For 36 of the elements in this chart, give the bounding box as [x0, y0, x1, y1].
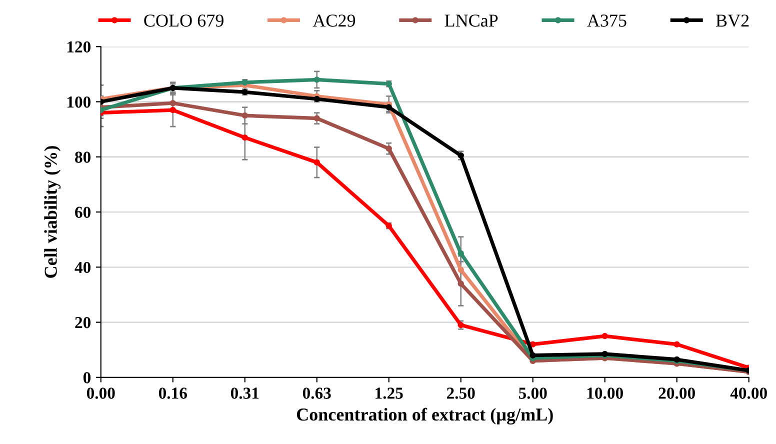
legend-label: BV2: [716, 14, 749, 27]
y-tick-label: 120: [67, 41, 91, 53]
x-tick-label: 0.16: [158, 388, 187, 399]
legend-label: COLO 679: [144, 14, 224, 27]
point: [314, 159, 320, 166]
point: [530, 352, 536, 358]
point: [314, 76, 320, 83]
x-tick-label: 2.50: [446, 388, 475, 399]
y-tick-label: 40: [74, 262, 91, 274]
y-axis-title: Cell viability (%): [44, 146, 61, 278]
x-tick-label: 0.63: [302, 388, 331, 399]
x-axis-title: Concentration of extract (µg/mL): [296, 408, 553, 424]
point: [314, 115, 320, 122]
y-tick-label: 100: [67, 96, 91, 108]
point: [170, 100, 176, 106]
y-tick-label: 20: [75, 316, 91, 328]
x-tick-label: 40.00: [730, 388, 767, 399]
x-tick-label: 0.00: [86, 388, 115, 399]
legend-label: A375: [587, 14, 626, 27]
legend-label: LNCaP: [444, 14, 498, 27]
y-tick-label: 60: [75, 206, 91, 218]
point: [242, 79, 248, 86]
point: [242, 134, 248, 141]
legend-label: AC29: [312, 14, 356, 27]
y-tick-label: 0: [83, 372, 91, 384]
point: [674, 341, 680, 348]
x-tick-label: 10.00: [587, 388, 623, 399]
x-tick-label: 1.25: [376, 388, 403, 399]
point: [386, 145, 392, 152]
x-tick-label: 20.00: [658, 388, 695, 399]
x-tick-label: 0.31: [230, 388, 259, 399]
y-tick-label: 80: [75, 152, 91, 163]
x-tick-label: 5.00: [518, 388, 547, 399]
point: [458, 280, 464, 287]
point: [602, 332, 608, 340]
point: [242, 112, 248, 119]
